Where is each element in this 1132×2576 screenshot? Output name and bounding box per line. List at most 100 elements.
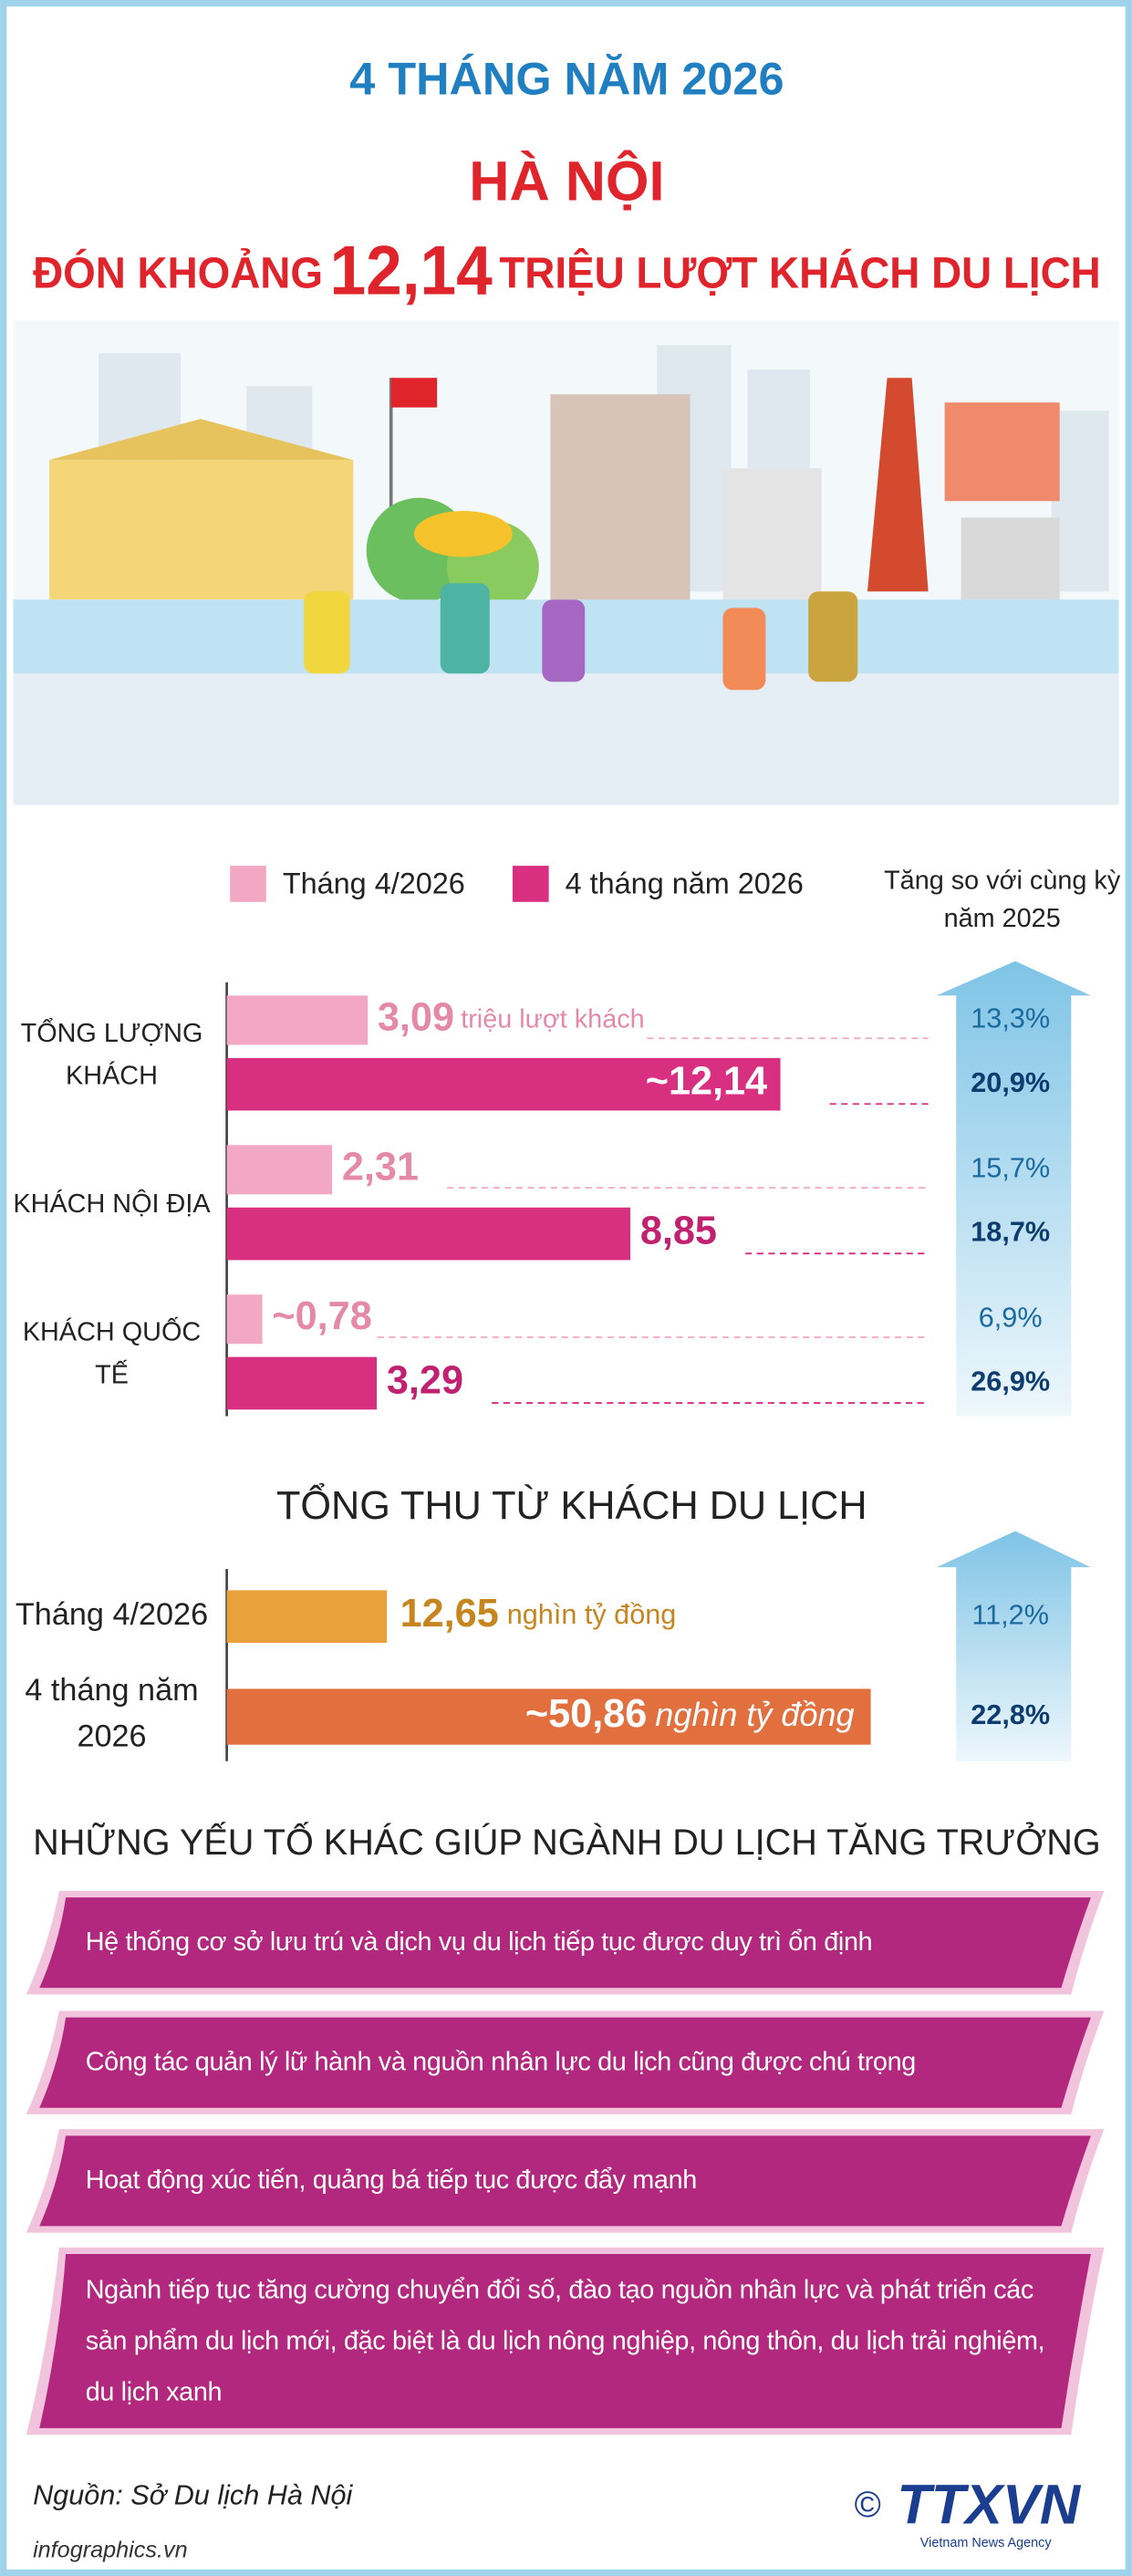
legend-label: 4 tháng năm 2026 [566, 867, 804, 899]
opera-house [49, 460, 354, 600]
category-label: TỔNG LƯỢNG KHÁCH [20, 1020, 203, 1091]
pagoda [867, 378, 929, 592]
factor-box [39, 1897, 1091, 1989]
value-label: 3,09 triệu lượt khách [378, 996, 645, 1040]
umbrella [413, 511, 513, 557]
value-label: 8,85 [640, 1210, 717, 1253]
value-label: 3,29 [387, 1359, 463, 1403]
tourist [722, 608, 766, 691]
website: infographics.vn [33, 2538, 188, 2563]
growth-label: 6,9% [979, 1302, 1043, 1333]
factor-box [39, 2017, 1091, 2108]
growth-label: 13,3% [971, 1003, 1050, 1034]
growth-title: Tăng so với cùng kỳ năm 2025 [884, 867, 1121, 933]
headline-prefix: ĐÓN KHOẢNG [33, 247, 323, 297]
agency: Vietnam News Agency [920, 2536, 1053, 2550]
value-text: 3,09 [378, 996, 454, 1040]
factor-text-box: Công tác quản lý lữ hành và nguồn nhân l… [85, 2048, 917, 2077]
growth-arrow [936, 1531, 1091, 1761]
bar [226, 1207, 631, 1261]
value-text: 2,31 [342, 1146, 419, 1189]
unit-label: nghìn tỷ đồng [655, 1696, 854, 1733]
growth-label: 15,7% [971, 1152, 1050, 1183]
value-text: 8,85 [640, 1210, 717, 1253]
headline-suffix: TRIỆU LƯỢT KHÁCH DU LỊCH [499, 247, 1100, 297]
tourist [808, 591, 858, 682]
value-label: ~12,14 [646, 1060, 767, 1104]
factor-text: Hoạt động xúc tiến, quảng bá tiếp tục đư… [85, 2166, 698, 2196]
factor-box [39, 2135, 1091, 2227]
value-label: 2,31 [342, 1146, 419, 1189]
category-label-box: TỔNG LƯỢNG KHÁCH [20, 1020, 203, 1091]
category-label-box: KHÁCH QUỐC TẾ [22, 1319, 202, 1390]
value-text: 3,29 [387, 1359, 463, 1403]
factor-text: Ngành tiếp tục tăng cường chuyển đổi số,… [85, 2276, 1045, 2406]
bar [226, 1688, 871, 1745]
unit-label: nghìn tỷ đồng [507, 1599, 677, 1630]
growth-label: 18,7% [971, 1217, 1050, 1248]
growth-label: 20,9% [971, 1067, 1050, 1098]
bar [226, 995, 369, 1045]
value-text: 12,65 [400, 1593, 499, 1636]
factors: NHỮNG YẾU TỐ KHÁC GIÚP NGÀNH DU LỊCH TĂN… [26, 1822, 1105, 2436]
headline-number: 12,14 [330, 234, 493, 310]
bar [226, 1057, 781, 1111]
category-label: Tháng 4/2026 [15, 1598, 209, 1634]
illustration [13, 320, 1119, 805]
factor-text: Công tác quản lý lữ hành và nguồn nhân l… [85, 2048, 917, 2077]
value-text: ~50,86 [525, 1692, 647, 1736]
factor-text-box: Ngành tiếp tục tăng cường chuyển đổi số,… [85, 2276, 1045, 2406]
headline: ĐÓN KHOẢNG 12,14 TRIỆU LƯỢT KHÁCH DU LỊC… [33, 234, 1101, 310]
value-text: ~0,78 [272, 1295, 371, 1339]
category-label-box: Tháng 4/2026 [15, 1598, 209, 1634]
tourist [542, 599, 586, 682]
category-label-box: KHÁCH NỘI ĐỊA [13, 1190, 211, 1220]
building [1051, 410, 1109, 592]
category-label-box: 4 tháng năm 2026 [25, 1674, 199, 1755]
value-label: 12,65 nghìn tỷ đồng [400, 1593, 677, 1636]
factors-title: NHỮNG YẾU TỐ KHÁC GIÚP NGÀNH DU LỊCH TĂN… [33, 1822, 1101, 1863]
city: HÀ NỘI [469, 151, 664, 213]
growth-label: 11,2% [971, 1599, 1049, 1630]
bar [226, 1145, 333, 1195]
bar [226, 1356, 378, 1410]
tourist [440, 583, 490, 674]
turtle-tower [961, 517, 1060, 600]
bar [226, 1590, 388, 1644]
bar [226, 1294, 263, 1345]
cathedral [550, 394, 691, 600]
factor-text-box: Hệ thống cơ sở lưu trú và dịch vụ du lịc… [85, 1928, 873, 1958]
value-label: ~0,78 [272, 1295, 371, 1339]
legend-label: Tháng 4/2026 [283, 867, 465, 899]
growth-label: 26,9% [971, 1366, 1050, 1397]
value-label: ~50,86 nghìn tỷ đồng [525, 1692, 855, 1736]
gate [944, 402, 1060, 502]
growth-title-box: Tăng so với cùng kỳ năm 2025 [884, 867, 1121, 933]
factor-box [39, 2254, 1091, 2428]
category-label: 4 tháng năm 2026 [25, 1674, 199, 1755]
legend-swatch [512, 866, 549, 902]
growth-label: 22,8% [971, 1699, 1050, 1730]
logo: TTXVN [897, 2473, 1081, 2535]
opera-roof [49, 419, 354, 461]
flag [390, 378, 438, 408]
unit-label: triệu lượt khách [461, 1004, 644, 1034]
factor-text-box: Hoạt động xúc tiến, quảng bá tiếp tục đư… [85, 2166, 698, 2196]
mausoleum [722, 468, 822, 600]
period: 4 THÁNG NĂM 2026 [349, 52, 784, 104]
chart-title: TỔNG THU TỪ KHÁCH DU LỊCH [276, 1482, 867, 1528]
value-text: ~12,14 [646, 1060, 767, 1104]
tourist [304, 591, 350, 674]
category-label: KHÁCH NỘI ĐỊA [13, 1190, 211, 1220]
growth-arrow [936, 961, 1091, 1417]
revenue-chart: TỔNG THU TỪ KHÁCH DU LỊCH Tháng 4/2026 12,… [15, 1482, 1091, 1761]
visitor-chart: Tháng 4/2026 4 tháng năm 2026 Tăng so với … [13, 866, 1121, 1417]
category-label: KHÁCH QUỐC TẾ [22, 1319, 202, 1390]
factor-text: Hệ thống cơ sở lưu trú và dịch vụ du lịc… [85, 1928, 873, 1958]
legend-swatch [230, 866, 266, 902]
ground [13, 673, 1119, 805]
source: Nguồn: Sở Du lịch Hà Nội [33, 2480, 353, 2511]
